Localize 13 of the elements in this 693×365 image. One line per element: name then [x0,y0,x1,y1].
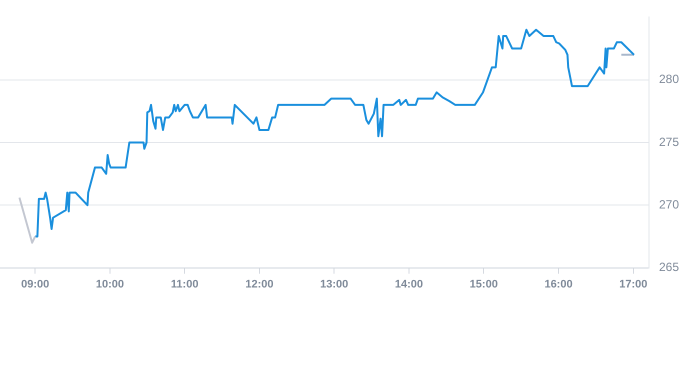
x-tick-label: 10:00 [96,278,124,290]
x-tick-label: 11:00 [170,278,198,290]
y-tick-label: 275 [658,134,680,149]
x-tick-label: 16:00 [544,278,573,290]
x-tick-label: 17:00 [619,278,648,290]
y-tick-label: 265 [658,260,680,274]
x-tick-label: 14:00 [394,278,424,290]
x-tick-label: 12:00 [245,278,274,290]
y-tick-label: 280 [658,72,680,86]
x-tick-label: 15:00 [470,278,498,290]
x-tick-label: 13:00 [320,278,348,290]
x-tick-label: 09:00 [21,278,50,290]
y-tick-label: 270 [658,197,680,212]
